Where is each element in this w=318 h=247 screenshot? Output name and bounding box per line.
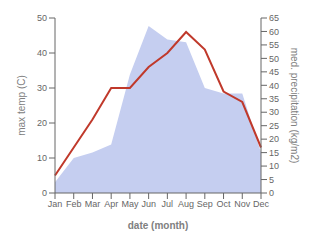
svg-text:10: 10: [37, 153, 47, 163]
svg-text:25: 25: [269, 121, 279, 131]
svg-text:35: 35: [269, 94, 279, 104]
svg-text:40: 40: [269, 81, 279, 91]
svg-text:10: 10: [269, 161, 279, 171]
svg-text:40: 40: [37, 48, 47, 58]
svg-text:50: 50: [269, 54, 279, 64]
svg-text:Feb: Feb: [66, 199, 82, 209]
svg-text:date (month): date (month): [128, 220, 189, 231]
svg-text:0: 0: [42, 188, 47, 198]
svg-text:Nov: Nov: [234, 199, 251, 209]
svg-text:Dec: Dec: [253, 199, 270, 209]
svg-text:Apr: Apr: [104, 199, 118, 209]
svg-text:Jan: Jan: [48, 199, 63, 209]
svg-text:45: 45: [269, 67, 279, 77]
svg-text:30: 30: [37, 83, 47, 93]
svg-text:20: 20: [37, 118, 47, 128]
svg-text:30: 30: [269, 107, 279, 117]
svg-text:15: 15: [269, 148, 279, 158]
svg-text:55: 55: [269, 40, 279, 50]
svg-text:Oct: Oct: [217, 199, 232, 209]
svg-text:Sep: Sep: [197, 199, 213, 209]
svg-text:0: 0: [269, 188, 274, 198]
svg-text:60: 60: [269, 27, 279, 37]
svg-text:5: 5: [269, 175, 274, 185]
svg-text:20: 20: [269, 134, 279, 144]
svg-text:med. precipitation (kg/m2): med. precipitation (kg/m2): [289, 48, 300, 164]
svg-text:May: May: [121, 199, 139, 209]
svg-text:Aug: Aug: [178, 199, 194, 209]
svg-text:Jul: Jul: [162, 199, 174, 209]
svg-text:50: 50: [37, 13, 47, 23]
svg-text:Mar: Mar: [85, 199, 101, 209]
svg-text:Jun: Jun: [141, 199, 156, 209]
svg-text:max temp (C): max temp (C): [16, 75, 27, 136]
svg-text:65: 65: [269, 13, 279, 23]
